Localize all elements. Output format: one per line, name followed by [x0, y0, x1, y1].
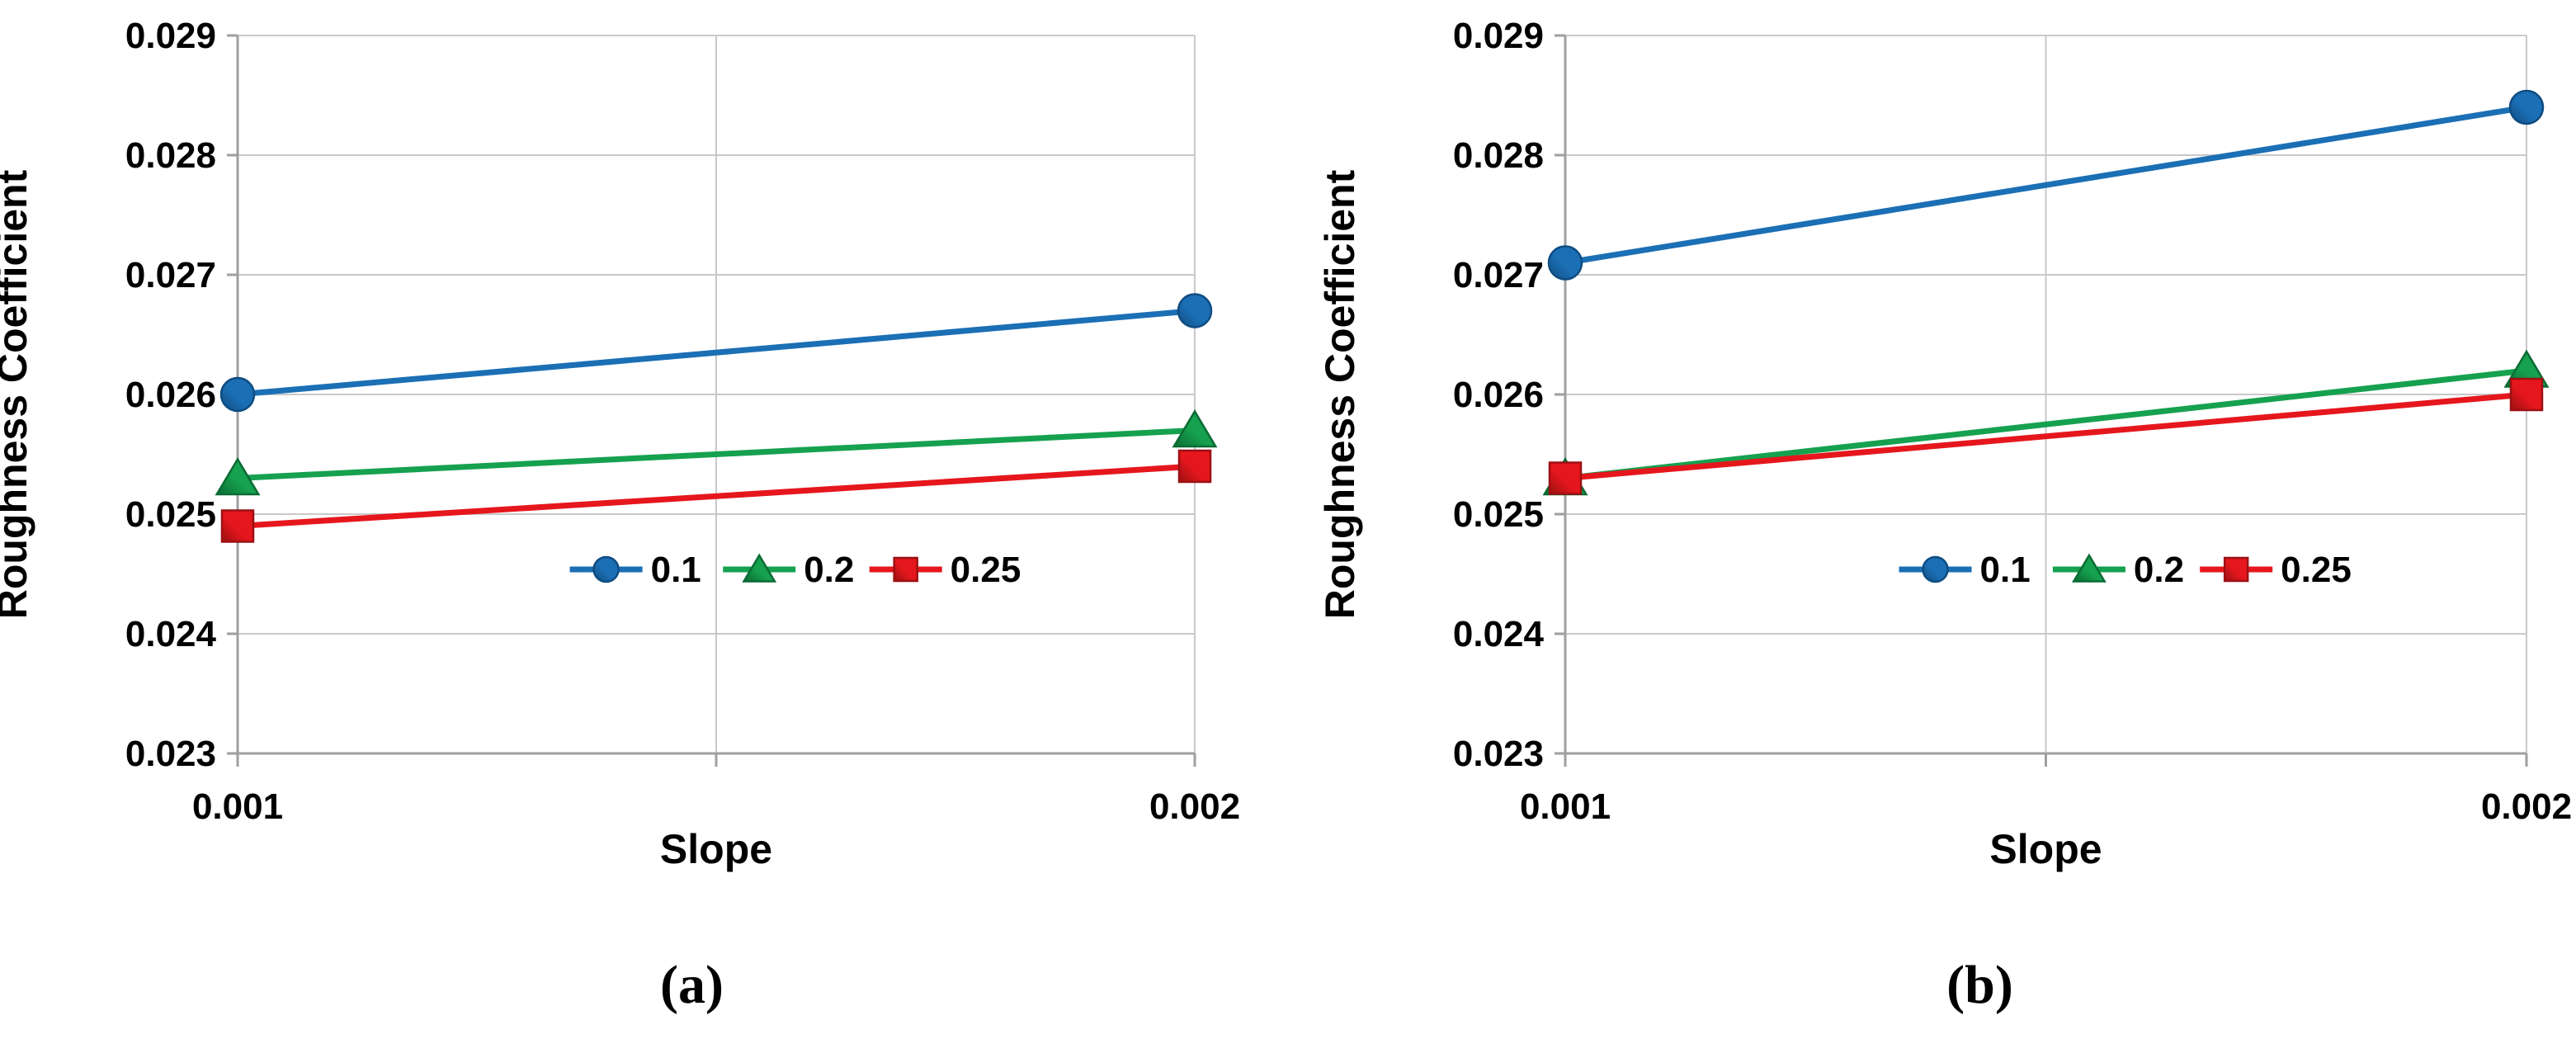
legend-square-icon	[2223, 556, 2249, 583]
legend-circle-icon	[592, 555, 620, 583]
series-line-0.25	[237, 463, 1196, 529]
legend: 0.1 0.2 0.25	[1899, 550, 2352, 590]
y-tick-label: 0.024	[1453, 614, 1545, 654]
legend-label: 0.2	[2134, 550, 2184, 590]
legend-label: 0.25	[951, 550, 1021, 590]
y-tick-label: 0.023	[1453, 734, 1544, 774]
y-tick-label: 0.029	[125, 16, 216, 56]
series-0.1-circle-marker	[219, 376, 256, 413]
chart-panel-a: 0.1 0.2 0.25 0.029 0.028 0.027 0.026 0.025 0.024…	[0, 16, 1240, 1015]
chart-panel-b: 0.1 0.2 0.25 0.029 0.028 0.027 0.026 0.025 0.024…	[1288, 0, 2576, 1053]
legend-triangle-icon	[742, 553, 777, 583]
y-tick-label: 0.025	[125, 494, 216, 535]
y-tick-label: 0.027	[125, 255, 216, 295]
chart-b-canvas: 0.1 0.2 0.25 0.029 0.028 0.027 0.026 0.025 0.024…	[1317, 16, 2572, 872]
series-0.1-circle-marker	[2508, 89, 2545, 125]
x-tick-label: 0.001	[1520, 786, 1611, 827]
legend-circle-icon	[1922, 555, 1949, 583]
legend-item-0.25: 0.25	[2200, 550, 2352, 590]
series-0.2-triangle-marker	[1172, 409, 1218, 448]
legend-item-0.1: 0.1	[1899, 550, 2031, 590]
caption-a: (a)	[660, 955, 724, 1015]
y-tick-label: 0.028	[125, 135, 216, 176]
y-axis-title: Roughness Coefficient	[1317, 169, 1363, 619]
y-tick-label: 0.029	[1453, 16, 1544, 56]
legend-item-0.2: 0.2	[723, 550, 854, 590]
series-0.1-circle-marker	[1547, 245, 1583, 281]
legend-item-0.1: 0.1	[569, 550, 701, 590]
series-0.25-square-marker	[1548, 461, 1583, 495]
y-tick-label: 0.028	[1453, 135, 1544, 176]
series-line-0.25	[1564, 391, 2527, 481]
gridlines	[1565, 35, 2527, 754]
y-tick-label: 0.024	[125, 614, 217, 654]
caption-b: (b)	[1946, 955, 2013, 1015]
series-0.1-circle-marker	[1177, 293, 1213, 328]
axes	[227, 34, 1196, 767]
legend-label: 0.25	[2281, 550, 2352, 590]
series-0.2-triangle-marker	[215, 457, 261, 496]
series-0.25-square-marker	[1177, 449, 1212, 484]
gridlines	[238, 35, 1196, 754]
axes	[1555, 34, 2528, 767]
y-tick-label: 0.026	[125, 375, 216, 415]
legend-label: 0.2	[804, 550, 854, 590]
series-0.25-square-marker	[220, 509, 255, 543]
series-line-0.1	[237, 308, 1196, 398]
y-tick-label: 0.027	[1453, 255, 1544, 295]
y-tick-label: 0.023	[125, 734, 216, 774]
x-axis-title: Slope	[660, 826, 772, 872]
series-line-0.2	[1564, 367, 2527, 481]
y-tick-label: 0.026	[1453, 375, 1544, 415]
y-axis-title: Roughness Coefficient	[0, 169, 35, 619]
legend: 0.1 0.2 0.25	[569, 550, 1021, 590]
legend-item-0.25: 0.25	[869, 550, 1021, 590]
legend-triangle-icon	[2072, 553, 2107, 583]
legend-item-0.2: 0.2	[2052, 550, 2184, 590]
series-line-0.2	[237, 427, 1196, 481]
y-tick-label: 0.025	[1453, 494, 1544, 535]
legend-label: 0.1	[651, 550, 701, 590]
legend-square-icon	[893, 556, 918, 583]
series-0.25-square-marker	[2509, 377, 2544, 412]
chart-a-canvas: 0.1 0.2 0.25 0.029 0.028 0.027 0.026 0.025 0.024…	[0, 16, 1240, 872]
x-axis-title: Slope	[1989, 826, 2102, 872]
series-line-0.1	[1564, 104, 2527, 266]
x-tick-label: 0.002	[2481, 786, 2572, 827]
legend-label: 0.1	[1980, 550, 2031, 590]
x-tick-label: 0.001	[192, 786, 283, 827]
x-tick-label: 0.002	[1149, 786, 1240, 827]
